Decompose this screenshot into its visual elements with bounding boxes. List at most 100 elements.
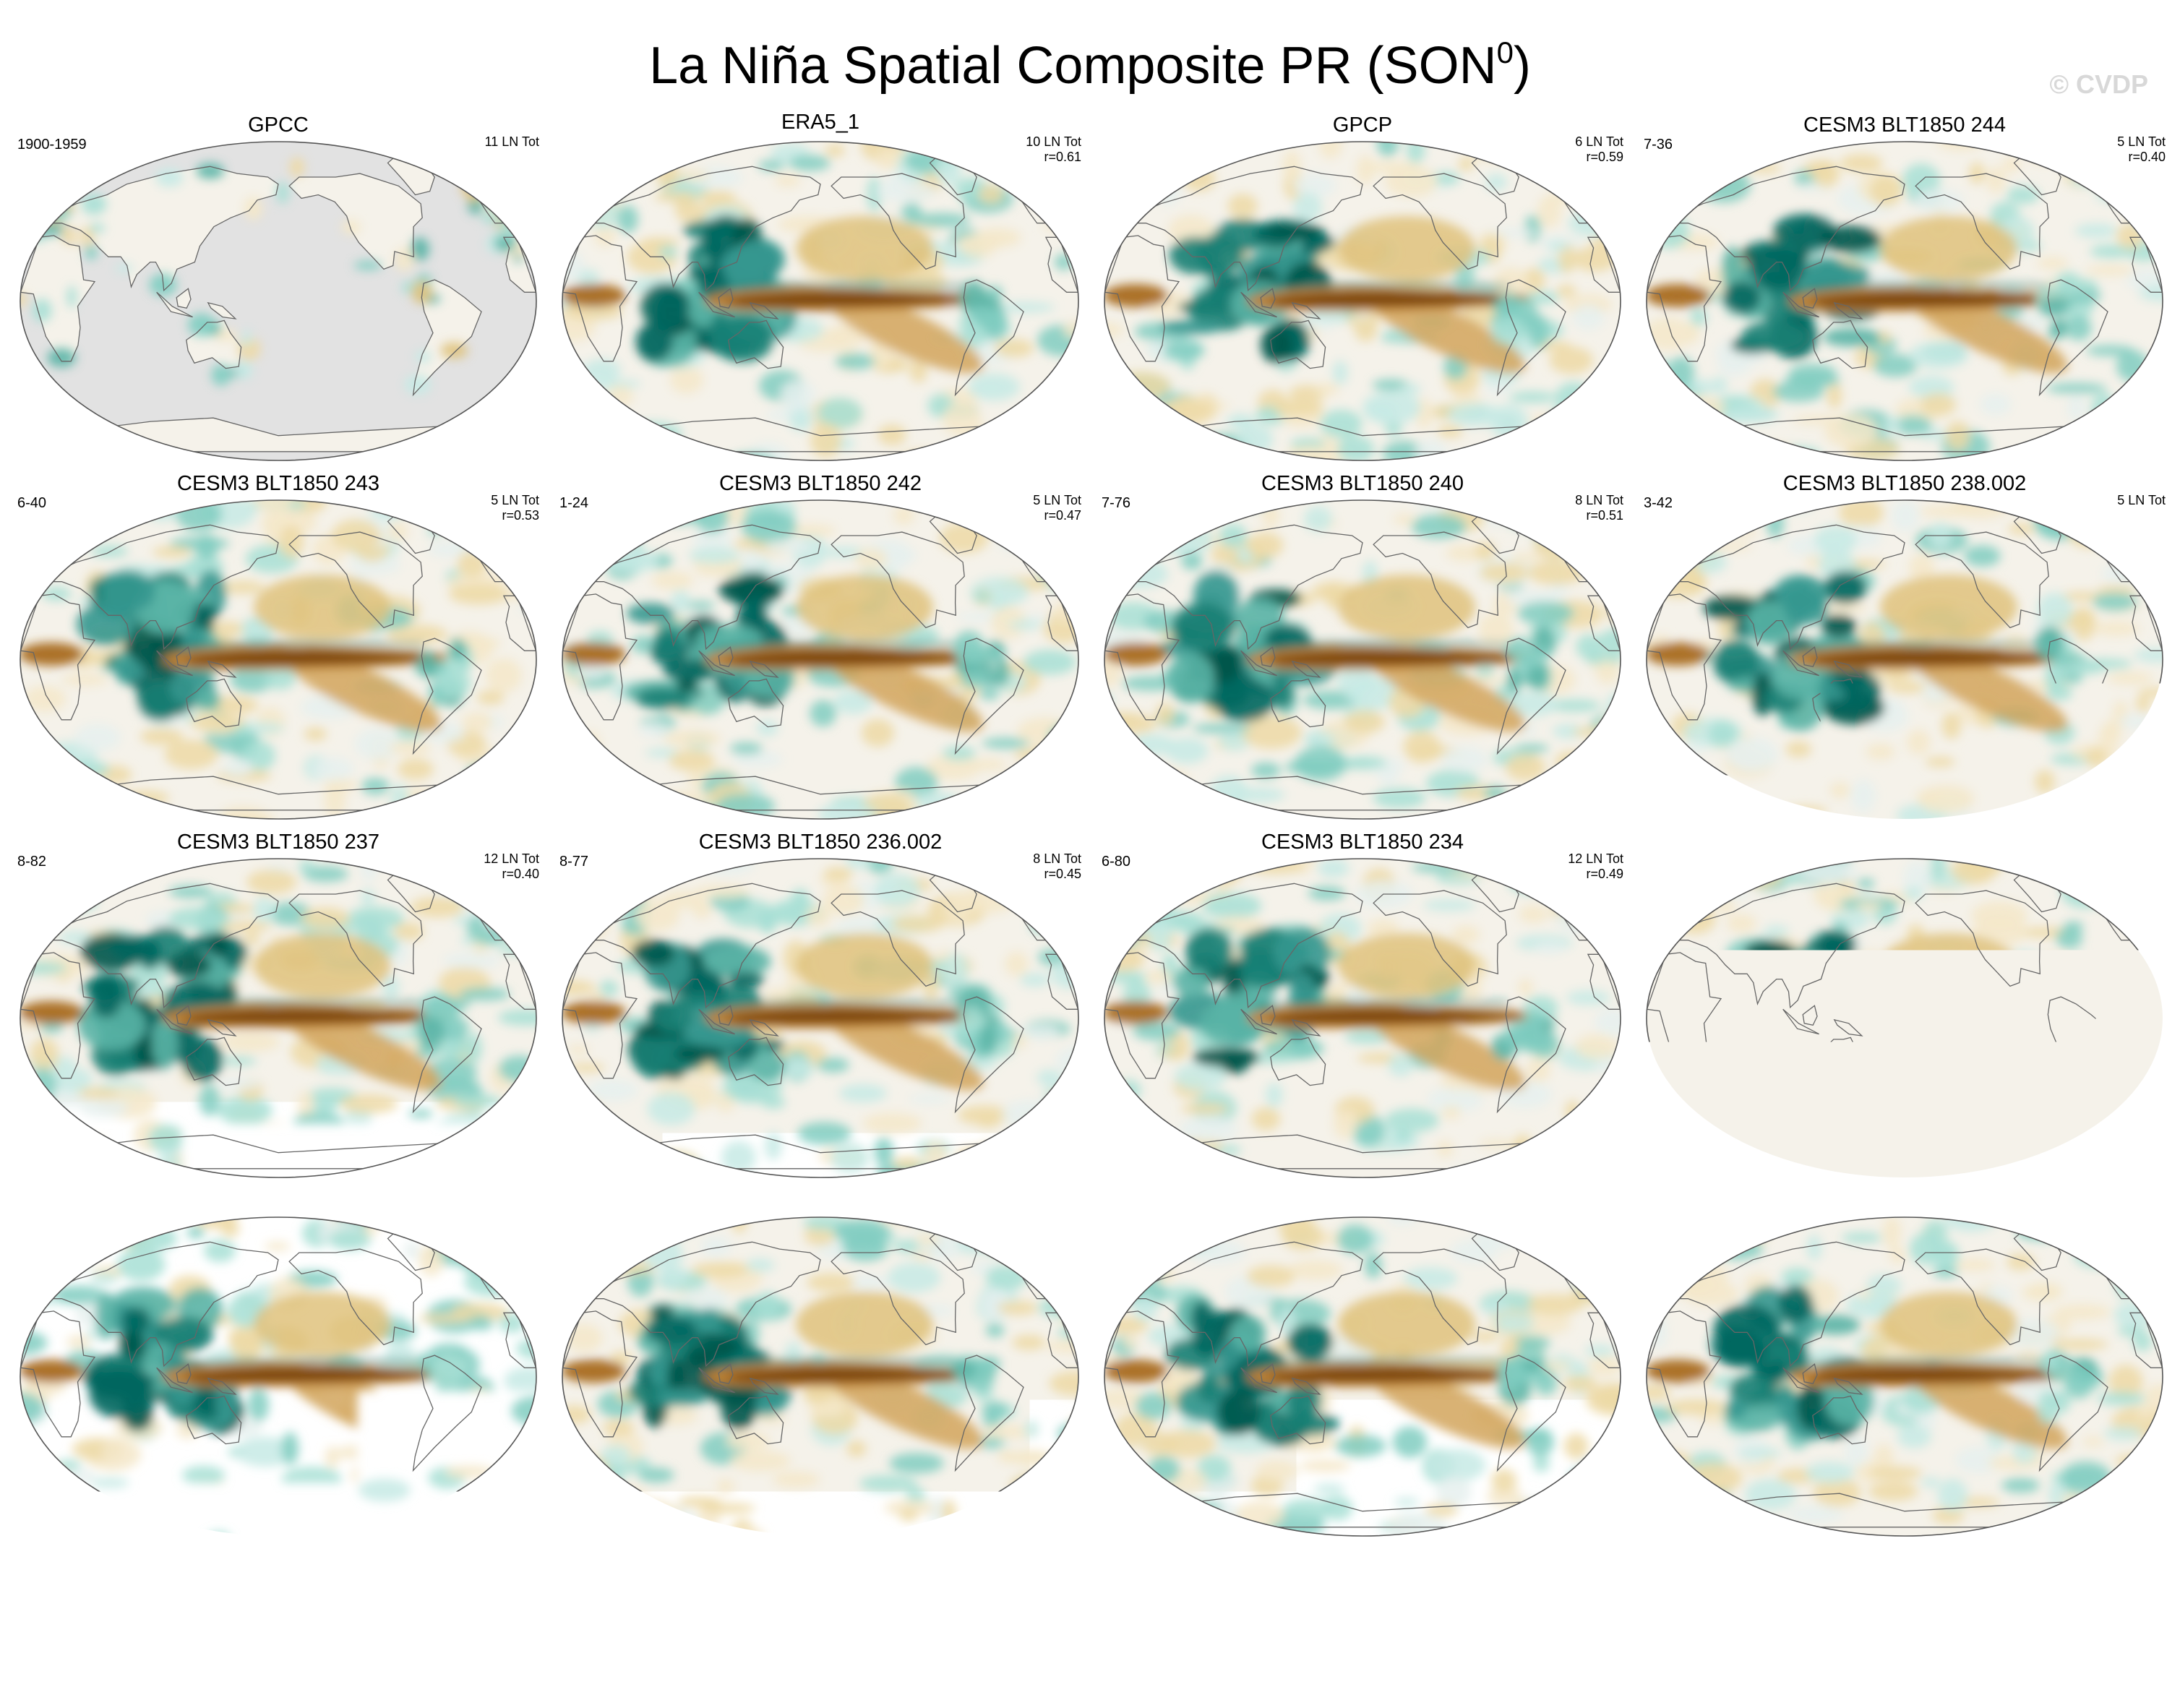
precip-anomaly-blob (1024, 1421, 1039, 1438)
colorbar-tick-label: -1 (725, 1608, 756, 1649)
precip-anomaly-blob (27, 1157, 59, 1176)
precip-anomaly-blob (584, 359, 621, 382)
precip-anomaly-blob (810, 1402, 835, 1417)
precip-anomaly-blob (1194, 444, 1222, 462)
precip-anomaly-blob (612, 869, 634, 891)
precip-anomaly-blob (957, 1235, 988, 1254)
map-svg (19, 1216, 538, 1537)
map-svg (561, 1216, 1080, 1537)
precip-anomaly-blob (66, 1335, 91, 1348)
indian-ocean-dry-anomaly (19, 1360, 84, 1383)
precip-anomaly-blob (1458, 157, 1474, 171)
precip-anomaly-blob (1547, 241, 1569, 251)
precip-anomaly-blob (510, 1514, 532, 1537)
precip-anomaly-blob (38, 500, 66, 533)
precip-anomaly-blob (1394, 514, 1416, 525)
precip-anomaly-blob (877, 424, 906, 445)
land-precip-anomaly (510, 222, 521, 233)
precip-anomaly-blob (1941, 712, 1961, 739)
precip-anomaly-blob (1682, 1154, 1730, 1174)
precip-anomaly-blob (467, 911, 512, 945)
map-panel: CESM2 piControl C 1501-1560 10 LN Tot r=0.5… (552, 1188, 1089, 1545)
precip-anomaly-blob (1647, 774, 1702, 802)
precip-anomaly-blob (32, 1461, 66, 1487)
precip-anomaly-blob (606, 512, 636, 538)
indian-ocean-dry-anomaly (561, 643, 626, 666)
precip-anomaly-blob (1033, 1259, 1060, 1278)
precip-anomaly-blob (2007, 186, 2039, 204)
precip-anomaly-blob (1472, 1331, 1498, 1342)
precip-anomaly-blob (328, 1229, 371, 1250)
precip-anomaly-blob (1814, 525, 1856, 555)
precip-anomaly-blob (1728, 857, 1773, 870)
precip-anomaly-blob (2095, 189, 2155, 203)
precip-anomaly-blob (187, 1226, 205, 1239)
precip-anomaly-blob (1649, 992, 1702, 1003)
precip-anomaly-blob (656, 791, 716, 806)
precip-anomaly-blob (1104, 1080, 1123, 1093)
precip-anomaly-blob (168, 907, 229, 930)
precip-anomaly-map (1103, 1216, 1622, 1537)
map-svg (19, 857, 538, 1179)
precip-anomaly-blob (1103, 872, 1133, 905)
precip-anomaly-blob (1925, 757, 1954, 767)
precip-anomaly-blob (2007, 1253, 2035, 1270)
precip-anomaly-blob (2098, 515, 2135, 544)
map-panel: GPCC 1900-1959 11 LN Tot (10, 113, 546, 470)
precip-anomaly-blob (1578, 1457, 1616, 1484)
precip-anomaly-blob (2133, 1333, 2152, 1352)
precip-anomaly-blob (351, 1466, 366, 1484)
north-pacific-dry-anomaly (254, 933, 391, 998)
precip-anomaly-blob (1149, 1489, 1175, 1505)
precip-anomaly-blob (2067, 395, 2086, 421)
precip-anomaly-blob (383, 976, 400, 1000)
precip-anomaly-blob (1735, 1102, 1752, 1129)
precip-anomaly-blob (1469, 150, 1530, 162)
precip-anomaly-blob (1247, 532, 1283, 558)
map-panel: CESM2 piControl E 1301-1360 9 LN Tot r=0.57 (1636, 1188, 2173, 1545)
precip-anomaly-blob (2067, 786, 2085, 814)
precip-anomaly-blob (1518, 979, 1532, 997)
precip-anomaly-blob (1005, 951, 1028, 976)
land-precip-anomaly (35, 224, 66, 234)
precip-anomaly-blob (1200, 1146, 1217, 1177)
precip-anomaly-blob (1013, 747, 1073, 762)
precip-anomaly-blob (1026, 450, 1074, 462)
colorbar-swatch (1370, 1571, 1441, 1604)
precip-anomaly-blob (481, 897, 516, 929)
land-precip-anomaly (242, 330, 252, 346)
precip-anomaly-blob (561, 397, 572, 411)
precip-anomaly-blob (846, 1441, 866, 1457)
precip-anomaly-blob (1136, 1392, 1172, 1420)
panel-title: GPCC (75, 113, 481, 137)
precip-anomaly-blob (1479, 612, 1513, 645)
precip-anomaly-blob (1563, 857, 1614, 872)
precip-anomaly-blob (1585, 1345, 1615, 1357)
precip-anomaly-blob (2069, 173, 2130, 189)
precip-anomaly-blob (756, 720, 778, 736)
precip-anomaly-blob (580, 731, 601, 764)
precip-anomaly-blob (943, 746, 977, 760)
precip-anomaly-blob (2101, 893, 2154, 913)
precip-anomaly-blob (889, 1453, 943, 1473)
precip-anomaly-blob (1251, 763, 1281, 778)
precip-anomaly-blob (910, 360, 927, 382)
precip-anomaly-blob (1103, 499, 1141, 520)
precip-anomaly-blob (1675, 395, 1725, 420)
panel-title: CESM3 BLT1850 243 (75, 471, 481, 496)
precip-anomaly-blob (982, 737, 1030, 748)
precip-anomaly-blob (467, 760, 515, 786)
map-svg (561, 499, 1080, 820)
precip-anomaly-blob (781, 380, 816, 409)
precip-anomaly-blob (1676, 1232, 1733, 1260)
precip-anomaly-blob (1024, 448, 1070, 462)
precip-anomaly-blob (1572, 727, 1622, 737)
precip-anomaly-blob (139, 984, 156, 993)
colorbar-tick-label: -.1 (1000, 1608, 1041, 1649)
colorbar-swatch (392, 1571, 461, 1604)
panel-title: CESM2 piControl C (617, 1188, 1024, 1213)
precip-anomaly-blob (1822, 1085, 1866, 1117)
precip-anomaly-blob (658, 1266, 688, 1287)
precip-anomaly-blob (1024, 1112, 1067, 1128)
precip-anomaly-blob (888, 1263, 940, 1292)
